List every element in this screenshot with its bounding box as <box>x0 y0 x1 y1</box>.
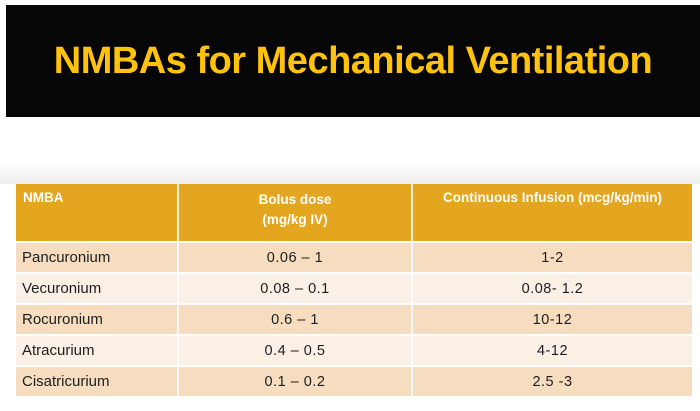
drug-name-cell: Rocuronium <box>16 305 179 336</box>
column-header-bolus-line2: (mg/kg IV) <box>262 211 328 227</box>
infusion-cell: 0.08- 1.2 <box>413 274 692 305</box>
column-header-continuous-infusion: Continuous Infusion (mcg/kg/min) <box>413 184 692 243</box>
infusion-cell: 10-12 <box>413 305 692 336</box>
infusion-cell: 4-12 <box>413 336 692 367</box>
infusion-cell: 2.5 -3 <box>413 367 692 398</box>
bolus-dose-cell: 0.1 – 0.2 <box>179 367 413 398</box>
table-row: Cisatricurium 0.1 – 0.2 2.5 -3 <box>16 367 692 398</box>
title-banner: NMBAs for Mechanical Ventilation <box>6 5 700 117</box>
bolus-dose-cell: 0.6 – 1 <box>179 305 413 336</box>
drug-name-cell: Cisatricurium <box>16 367 179 398</box>
table-row: Vecuronium 0.08 – 0.1 0.08- 1.2 <box>16 274 692 305</box>
column-header-bolus-line1: Bolus dose <box>258 192 332 207</box>
drug-name-cell: Vecuronium <box>16 274 179 305</box>
infusion-cell: 1-2 <box>413 243 692 274</box>
slide-title: NMBAs for Mechanical Ventilation <box>53 39 653 82</box>
column-header-nmba: NMBA <box>16 184 179 243</box>
table-row: Atracurium 0.4 – 0.5 4-12 <box>16 336 692 367</box>
table-row: Pancuronium 0.06 – 1 1-2 <box>16 243 692 274</box>
drug-name-cell: Atracurium <box>16 336 179 367</box>
table-row: Rocuronium 0.6 – 1 10-12 <box>16 305 692 336</box>
drug-name-cell: Pancuronium <box>16 243 179 274</box>
nmba-dosing-table: NMBA Bolus dose (mg/kg IV) Continuous In… <box>16 184 692 398</box>
nmba-dosing-table-container: NMBA Bolus dose (mg/kg IV) Continuous In… <box>16 184 692 398</box>
table-top-shadow <box>0 164 700 184</box>
bolus-dose-cell: 0.4 – 0.5 <box>179 336 413 367</box>
column-header-bolus-dose: Bolus dose (mg/kg IV) <box>179 184 413 243</box>
bolus-dose-cell: 0.06 – 1 <box>179 243 413 274</box>
table-header-row: NMBA Bolus dose (mg/kg IV) Continuous In… <box>16 184 692 243</box>
bolus-dose-cell: 0.08 – 0.1 <box>179 274 413 305</box>
